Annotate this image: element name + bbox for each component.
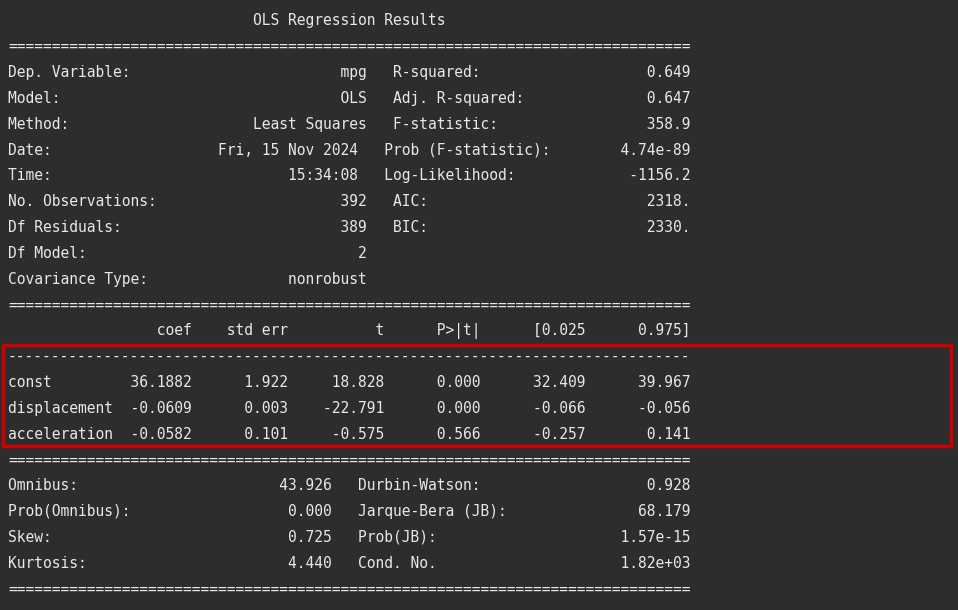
- Text: Time:                           15:34:08   Log-Likelihood:             -1156.2: Time: 15:34:08 Log-Likelihood: -1156.2: [8, 168, 691, 184]
- Text: Skew:                           0.725   Prob(JB):                     1.57e-15: Skew: 0.725 Prob(JB): 1.57e-15: [8, 530, 691, 545]
- Text: Df Residuals:                         389   BIC:                         2330.: Df Residuals: 389 BIC: 2330.: [8, 220, 691, 235]
- Bar: [3, 345, 951, 446]
- Text: Dep. Variable:                        mpg   R-squared:                   0.649: Dep. Variable: mpg R-squared: 0.649: [8, 65, 691, 80]
- Text: ==============================================================================: ========================================…: [8, 298, 691, 312]
- Text: Date:                   Fri, 15 Nov 2024   Prob (F-statistic):        4.74e-89: Date: Fri, 15 Nov 2024 Prob (F-statistic…: [8, 143, 691, 157]
- Text: const         36.1882      1.922     18.828      0.000      32.409      39.967: const 36.1882 1.922 18.828 0.000 32.409 …: [8, 375, 691, 390]
- Text: ==============================================================================: ========================================…: [8, 581, 691, 597]
- Text: ==============================================================================: ========================================…: [8, 39, 691, 54]
- Text: Kurtosis:                       4.440   Cond. No.                     1.82e+03: Kurtosis: 4.440 Cond. No. 1.82e+03: [8, 556, 691, 571]
- Text: Prob(Omnibus):                  0.000   Jarque-Bera (JB):               68.179: Prob(Omnibus): 0.000 Jarque-Bera (JB): 6…: [8, 504, 691, 519]
- Text: Covariance Type:                nonrobust: Covariance Type: nonrobust: [8, 271, 691, 287]
- Text: OLS Regression Results: OLS Regression Results: [8, 13, 691, 29]
- Text: Omnibus:                       43.926   Durbin-Watson:                   0.928: Omnibus: 43.926 Durbin-Watson: 0.928: [8, 478, 691, 493]
- Text: ------------------------------------------------------------------------------: ----------------------------------------…: [8, 349, 691, 364]
- Text: Method:                     Least Squares   F-statistic:                 358.9: Method: Least Squares F-statistic: 358.9: [8, 117, 691, 132]
- Text: Df Model:                               2: Df Model: 2: [8, 246, 691, 261]
- Text: ==============================================================================: ========================================…: [8, 453, 691, 467]
- Text: coef    std err          t      P>|t|      [0.025      0.975]: coef std err t P>|t| [0.025 0.975]: [8, 323, 691, 339]
- Text: displacement  -0.0609      0.003    -22.791      0.000      -0.066      -0.056: displacement -0.0609 0.003 -22.791 0.000…: [8, 401, 691, 416]
- Text: Model:                                OLS   Adj. R-squared:              0.647: Model: OLS Adj. R-squared: 0.647: [8, 91, 691, 106]
- Text: No. Observations:                     392   AIC:                         2318.: No. Observations: 392 AIC: 2318.: [8, 194, 691, 209]
- Text: acceleration  -0.0582      0.101     -0.575      0.566      -0.257       0.141: acceleration -0.0582 0.101 -0.575 0.566 …: [8, 426, 691, 442]
